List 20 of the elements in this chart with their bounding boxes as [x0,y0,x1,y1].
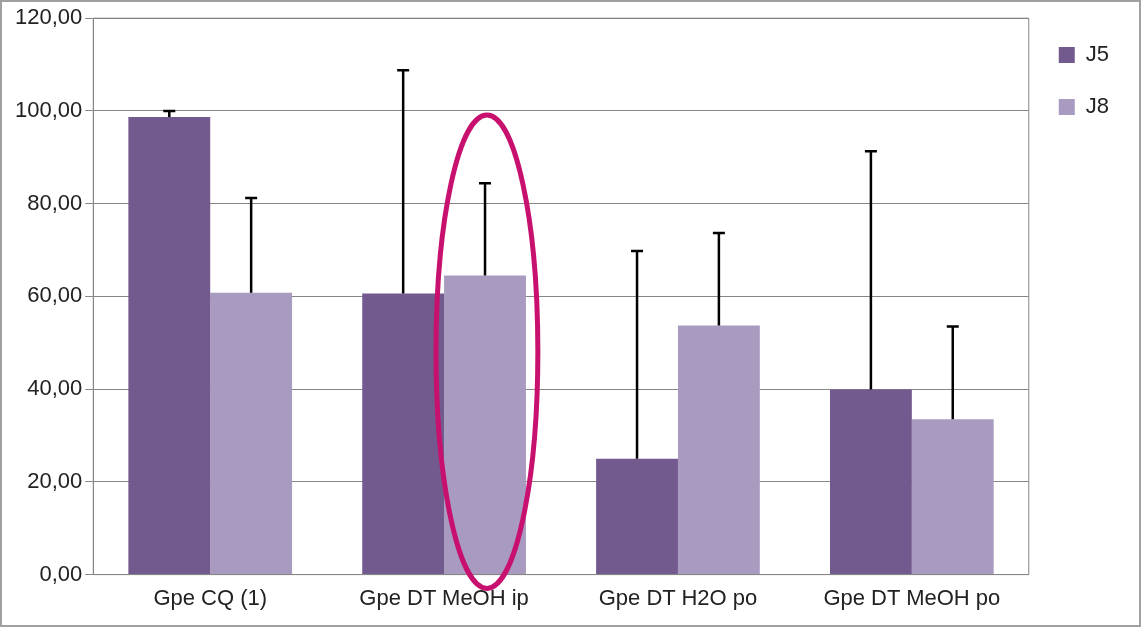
y-tick-label: 0,00 [39,560,83,586]
bar [596,458,678,575]
y-tick-label: 20,00 [27,467,83,493]
bar [128,116,211,575]
legend-label: J5 [1085,41,1110,67]
y-tick-label: 120,00 [14,4,83,30]
y-tick-label: 40,00 [27,375,83,401]
legend-label: J8 [1085,93,1110,119]
x-tick-label: Gpe DT MeOH po [823,584,1001,610]
y-tick-label: 100,00 [14,97,83,122]
y-tick-label: 80,00 [27,189,83,215]
bar [677,325,760,575]
x-tick-label: Gpe CQ (1) [153,584,268,610]
y-tick-label: 60,00 [27,282,83,308]
bar [210,292,293,575]
bar [829,389,912,575]
x-tick-label: Gpe DT MeOH ip [359,584,529,610]
x-tick-label: Gpe DT H2O po [598,584,758,610]
bar [444,275,526,575]
bar [911,419,994,575]
